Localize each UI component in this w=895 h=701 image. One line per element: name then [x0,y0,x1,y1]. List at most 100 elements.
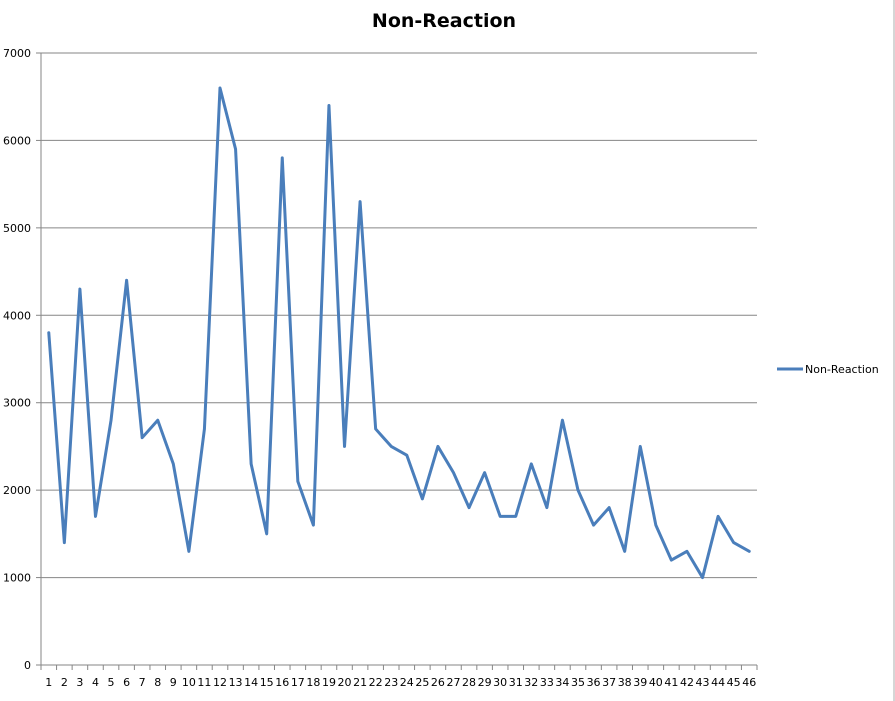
x-tick-label: 24 [400,676,414,689]
x-tick-label: 34 [555,676,569,689]
x-tick-label: 4 [92,676,99,689]
x-tick-label: 18 [306,676,320,689]
data-point [514,515,517,518]
data-point [654,523,658,527]
x-tick-label: 31 [509,676,523,689]
data-point [140,436,144,439]
x-tick-label: 5 [108,676,115,689]
data-point [545,506,549,509]
x-tick-label: 25 [415,676,429,689]
x-tick-label: 30 [493,676,507,689]
chart-title: Non-Reaction [371,10,517,32]
x-tick-label: 46 [742,676,756,689]
data-point [327,104,331,107]
x-tick-label: 37 [602,676,616,689]
data-point [561,419,564,422]
x-tick-label: 45 [727,676,741,689]
x-tick-label: 23 [384,676,398,689]
data-point [125,279,128,282]
x-tick-label: 17 [291,676,305,689]
x-tick-label: 21 [353,676,367,689]
data-point [296,480,300,483]
x-tick-label: 43 [696,676,710,689]
data-point [467,506,471,509]
y-tick-label: 7000 [3,47,31,60]
x-tick-label: 6 [123,676,130,689]
data-point [172,462,175,466]
x-tick-label: 28 [462,676,476,689]
data-point [94,515,97,518]
x-tick-label: 14 [244,676,258,689]
x-tick-label: 27 [446,676,460,689]
data-point [623,550,626,553]
x-tick-label: 7 [139,676,146,689]
data-point [343,445,346,448]
x-tick-label: 22 [369,676,383,689]
x-tick-label: 35 [571,676,585,689]
data-point [576,488,580,492]
x-tick-label: 9 [170,676,177,689]
data-point [639,445,642,448]
data-point [234,147,237,151]
data-point [436,445,440,448]
x-tick-label: 12 [213,676,227,689]
x-tick-label: 15 [260,676,274,689]
data-point [203,427,206,431]
data-point [670,558,673,562]
x-tick-label: 13 [229,676,243,689]
data-point [47,331,50,334]
data-point [312,523,315,527]
data-point [156,419,159,422]
x-tick-label: 42 [680,676,694,689]
x-tick-label: 26 [431,676,445,689]
data-point [405,453,408,457]
x-tick-label: 8 [154,676,161,689]
y-tick-label: 3000 [3,397,31,410]
data-point [498,515,502,518]
data-point [701,576,704,579]
data-point [530,462,533,466]
y-tick-label: 2000 [3,484,31,497]
x-tick-label: 38 [618,676,632,689]
data-point [218,86,222,90]
y-tick-label: 6000 [3,134,31,147]
y-tick-label: 5000 [3,222,31,235]
data-point [109,419,113,422]
x-tick-label: 2 [61,676,68,689]
data-point [249,462,253,466]
x-tick-label: 32 [524,676,538,689]
data-point [187,550,191,553]
data-point [374,427,377,431]
data-point [358,200,362,203]
x-tick-label: 44 [711,676,725,689]
data-point [281,156,284,160]
data-point [78,287,82,291]
legend-label: Non-Reaction [805,363,879,376]
x-tick-label: 20 [338,676,352,689]
x-tick-label: 10 [182,676,196,689]
data-point [592,523,595,527]
x-tick-label: 41 [664,676,678,689]
x-tick-label: 1 [45,676,52,689]
y-tick-label: 4000 [3,309,31,322]
x-tick-label: 29 [478,676,492,689]
data-point [732,541,735,544]
y-tick-label: 0 [24,659,31,672]
x-tick-label: 33 [540,676,554,689]
x-tick-label: 19 [322,676,336,689]
x-tick-label: 16 [275,676,289,689]
data-point [63,541,66,544]
data-point [607,506,611,509]
data-point [421,497,424,501]
x-tick-label: 39 [633,676,647,689]
data-point [685,550,689,553]
x-tick-label: 40 [649,676,663,689]
data-point [452,471,455,474]
data-point [716,515,720,518]
x-tick-label: 36 [587,676,601,689]
x-tick-label: 3 [76,676,83,689]
series-line-0 [47,86,751,580]
data-point [390,445,393,448]
data-point [265,532,268,536]
